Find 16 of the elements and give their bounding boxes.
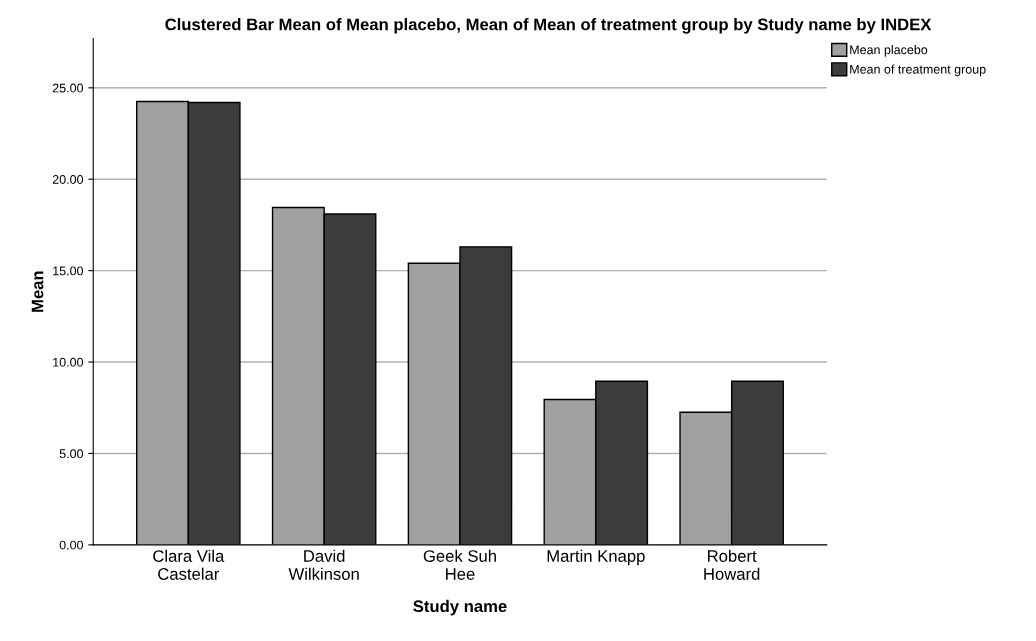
y-tick-label: 20.00 [52,175,84,184]
chart-title: Clustered Bar Mean of Mean placebo, Mean of Mean of treatment group by Study name by INDEX [165,18,932,34]
y-tick-label: 15.00 [53,266,84,276]
y-tick-label: 25.00 [52,83,84,93]
x-tick-label: David Wilkinson [288,549,359,580]
x-tick-label: Clara Vila Castelar [153,549,225,580]
x-tick-label: Martin Knapp [547,549,645,566]
x-axis-title: Study name [413,599,507,616]
legend-label: Mean of treatment group [850,64,986,77]
legend-label: Mean placebo [850,45,928,57]
x-tick-label: Robert Howard [704,549,760,580]
y-tick-label: 10.00 [53,357,84,367]
x-tick-label: Geek Suh Hee [423,549,496,580]
y-tick-label: 0.00 [59,540,84,550]
y-tick-label: 5.00 [59,449,84,459]
y-axis-title: Mean [31,271,44,312]
